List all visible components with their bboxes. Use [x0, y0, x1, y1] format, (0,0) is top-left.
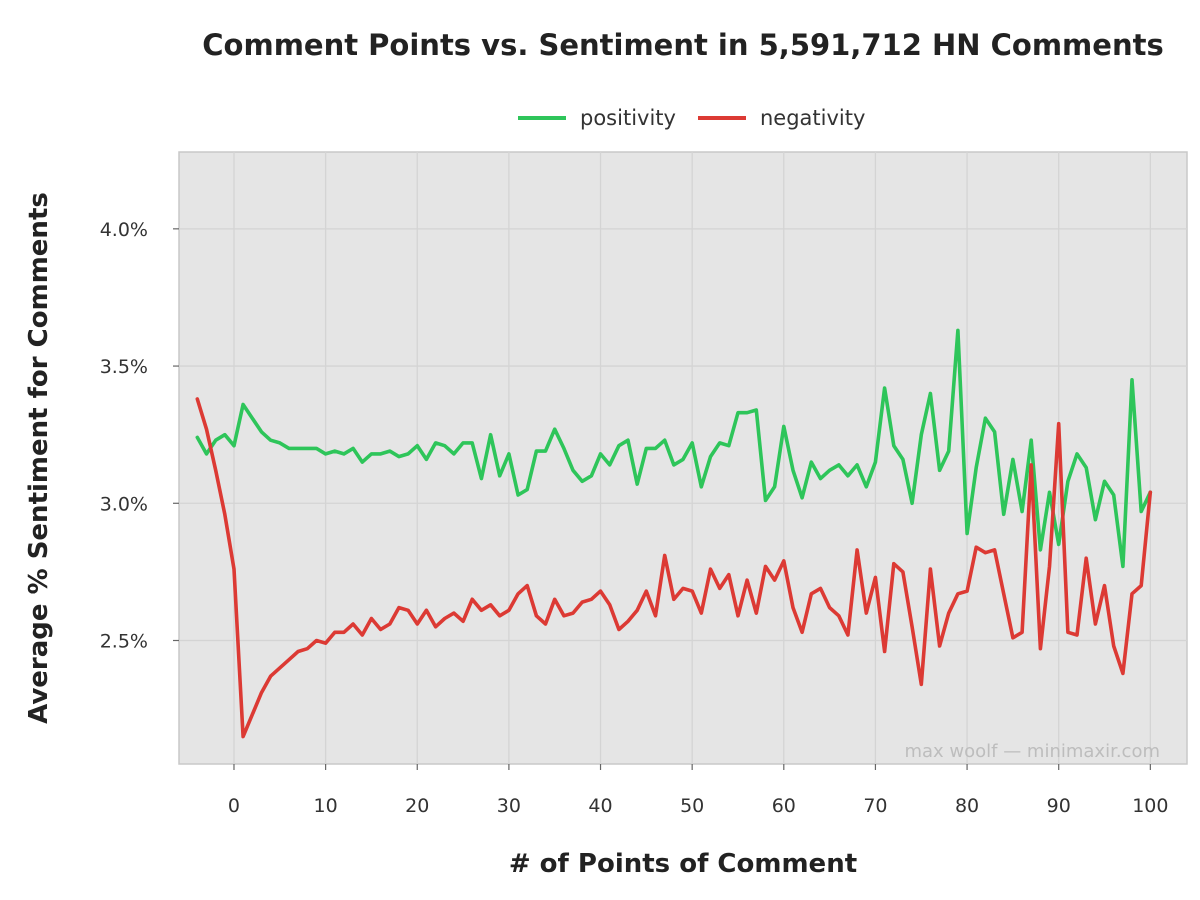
- x-axis-title: # of Points of Comment: [509, 849, 857, 879]
- x-axis-ticks: 0 10 20 30 40 50 60 70 80 90 100: [228, 764, 1168, 817]
- watermark: max woolf — minimaxir.com: [904, 741, 1160, 762]
- x-tick-label: 20: [405, 795, 429, 817]
- y-tick-label: 3.5%: [100, 356, 148, 378]
- y-axis-ticks: 2.5% 3.0% 3.5% 4.0%: [100, 219, 179, 653]
- legend-positivity-label: positivity: [580, 106, 676, 130]
- x-tick-label: 100: [1132, 795, 1168, 817]
- series-lines: [195, 328, 1153, 739]
- x-tick-label: 70: [863, 795, 887, 817]
- x-tick-label: 60: [772, 795, 796, 817]
- y-axis-title: Average % Sentiment for Comments: [24, 192, 54, 724]
- x-tick-label: 10: [314, 795, 338, 817]
- legend-negativity-label: negativity: [760, 106, 865, 130]
- x-tick-label: 40: [588, 795, 612, 817]
- x-tick-label: 50: [680, 795, 704, 817]
- y-tick-label: 3.0%: [100, 493, 148, 515]
- chart-title: Comment Points vs. Sentiment in 5,591,71…: [202, 28, 1163, 62]
- x-tick-label: 0: [228, 795, 240, 817]
- positivity-series-line: [195, 328, 1153, 569]
- x-tick-label: 30: [497, 795, 521, 817]
- x-tick-label: 90: [1047, 795, 1071, 817]
- negativity-series-line: [195, 397, 1153, 739]
- x-tick-label: 80: [955, 795, 979, 817]
- y-tick-label: 2.5%: [100, 631, 148, 653]
- y-tick-label: 4.0%: [100, 219, 148, 241]
- chart-legend: positivity negativity: [518, 106, 865, 130]
